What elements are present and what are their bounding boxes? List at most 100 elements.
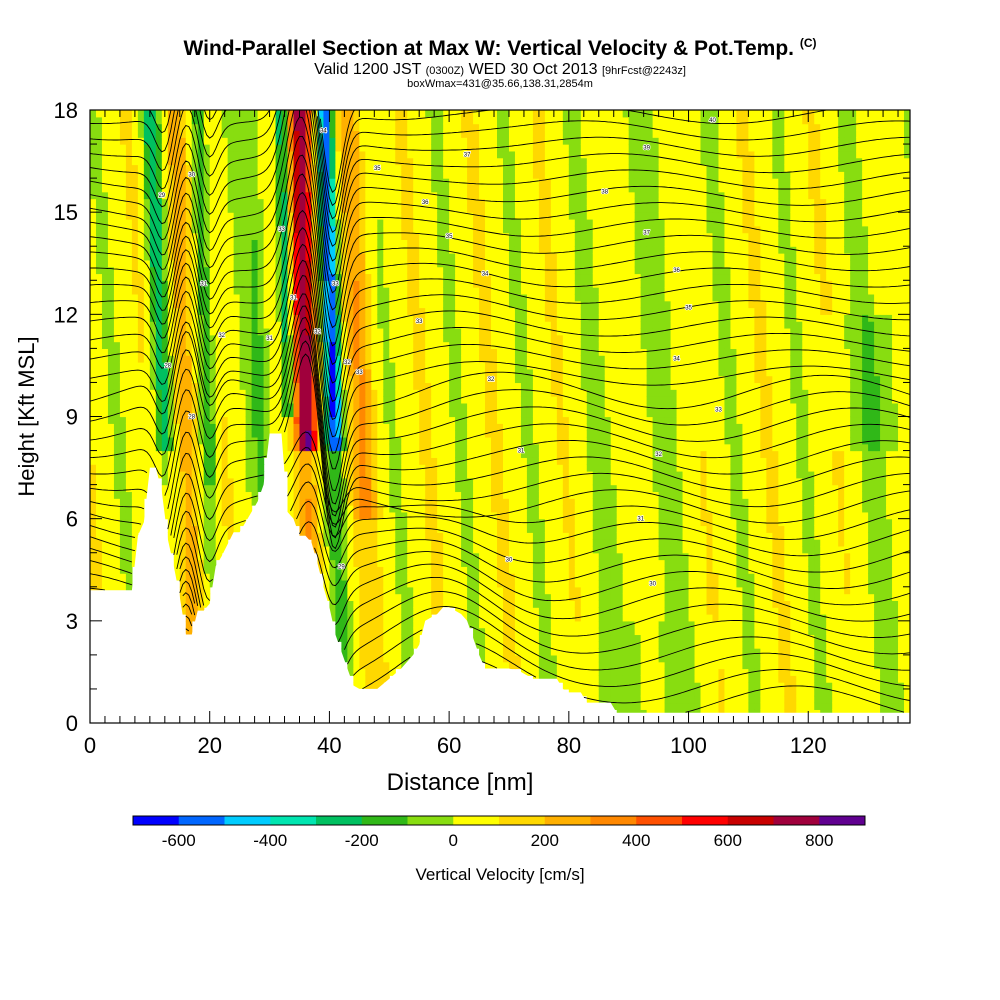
axis-ticks xyxy=(89,109,910,724)
theta-contour-line xyxy=(90,154,910,347)
colorbar-tick-label: 0 xyxy=(449,831,458,850)
theta-label: 36 xyxy=(422,200,429,206)
y-tick-label: 3 xyxy=(66,609,78,634)
colorbar-swatch xyxy=(590,816,637,825)
title-mark: (C) xyxy=(799,36,817,50)
x-tick-label: 100 xyxy=(670,733,707,758)
theta-contour-line xyxy=(90,328,910,528)
theta-label: 34 xyxy=(673,357,680,363)
theta-contour-line xyxy=(90,274,910,470)
theta-label: 33 xyxy=(356,370,363,376)
theta-label: 39 xyxy=(643,145,650,151)
theta-label: 28 xyxy=(188,415,195,421)
colorbar-tick-label: 400 xyxy=(622,831,650,850)
colorbar-swatch xyxy=(407,816,454,825)
colorbar-swatch xyxy=(682,816,729,825)
theta-label: 34 xyxy=(320,128,327,134)
theta-label: 31 xyxy=(637,517,644,523)
theta-label: 33 xyxy=(715,408,722,414)
theta-contour-line xyxy=(90,259,910,454)
theta-contour-line xyxy=(90,340,910,539)
theta-contour-line xyxy=(90,431,910,530)
x-axis-label: Distance [nm] xyxy=(387,769,534,796)
colorbar-tick-label: -600 xyxy=(162,831,196,850)
y-axis-label: Height [Kft MSL] xyxy=(14,336,39,496)
theta-contour-line xyxy=(90,447,910,542)
theta-label: 30 xyxy=(506,558,513,564)
theta-contours xyxy=(90,110,910,713)
theta-label: 35 xyxy=(446,234,453,240)
colorbar-swatch xyxy=(544,816,591,825)
theta-label: 33 xyxy=(278,227,285,233)
theta-label: 28 xyxy=(164,363,171,369)
y-tick-label: 6 xyxy=(66,507,78,532)
theta-contour-line xyxy=(90,305,910,505)
theta-contour-line xyxy=(90,353,910,550)
theta-contour-line xyxy=(90,173,910,366)
theta-contour-line xyxy=(90,293,910,492)
x-tick-label: 20 xyxy=(197,733,221,758)
theta-contour-line xyxy=(90,547,910,608)
theta-contour-line xyxy=(90,116,910,311)
theta-label: 33 xyxy=(416,319,423,325)
colorbar-swatch xyxy=(773,816,820,825)
terrain xyxy=(90,433,910,723)
theta-contour-line xyxy=(90,110,830,207)
colorbar-frame xyxy=(132,815,866,826)
chart-title: Wind-Parallel Section at Max W: Vertical… xyxy=(183,36,817,60)
theta-contour-line xyxy=(481,661,905,713)
theta-contour-line xyxy=(90,135,910,329)
theta-contour-line xyxy=(90,191,910,384)
theta-contour-line xyxy=(90,316,910,517)
theta-contour-line xyxy=(179,576,910,643)
colorbar-swatch xyxy=(178,816,225,825)
y-tick-label: 18 xyxy=(54,98,78,123)
theta-contour-line xyxy=(90,521,910,606)
theta-contour-line xyxy=(90,563,910,625)
x-tick-label: 120 xyxy=(790,733,827,758)
theta-label: 32 xyxy=(314,329,321,335)
colorbar-tick-label: -200 xyxy=(345,831,379,850)
x-tick-label: 40 xyxy=(317,733,341,758)
theta-label: 35 xyxy=(374,166,381,172)
theta-contour-line xyxy=(90,110,910,262)
colorbar-swatch xyxy=(727,816,774,825)
colorbar-tick-label: 600 xyxy=(714,831,742,850)
theta-contour-line xyxy=(90,209,910,403)
theta-label: 30 xyxy=(649,581,656,587)
theta-contour-line xyxy=(185,628,910,704)
colorbar-swatch xyxy=(499,816,546,825)
theta-label: 31 xyxy=(266,336,273,342)
theta-contour-line xyxy=(90,463,910,563)
theta-contour-line xyxy=(182,603,910,671)
y-tick-label: 12 xyxy=(54,302,78,327)
colorbar-swatch xyxy=(133,816,180,825)
theta-label: 32 xyxy=(488,377,495,383)
theta-contour-line xyxy=(90,110,910,220)
theta-label: 40 xyxy=(709,118,716,124)
theta-label: 31 xyxy=(518,449,525,455)
y-tick-label: 9 xyxy=(66,405,78,430)
colorbar-swatch xyxy=(453,816,500,825)
velocity-field xyxy=(90,110,910,717)
colorbar-tick-label: 800 xyxy=(805,831,833,850)
colorbar-tick-label: -400 xyxy=(253,831,287,850)
colorbar-swatch xyxy=(361,816,408,825)
theta-contour-line xyxy=(90,110,910,278)
chart-subtitle: Valid 1200 JST (0300Z) WED 30 Oct 2013 [… xyxy=(314,61,686,78)
theta-label: 34 xyxy=(482,271,489,277)
theta-label: 37 xyxy=(464,152,471,158)
theta-contour-line xyxy=(90,110,910,233)
theta-label: 31 xyxy=(290,295,297,301)
colorbar: -600 -400 -200 0 200 400 600 800 Vertical Veloci… xyxy=(132,815,866,884)
colorbar-swatch xyxy=(224,816,271,825)
theta-contour-line xyxy=(185,615,910,687)
theta-label: 29 xyxy=(338,564,345,570)
theta-contour-line xyxy=(149,110,356,193)
theta-label: 32 xyxy=(655,452,662,458)
theta-label: 30 xyxy=(188,173,195,179)
theta-contour-line xyxy=(90,227,910,421)
y-tick-label: 15 xyxy=(54,200,78,225)
theta-label: 37 xyxy=(643,231,650,237)
